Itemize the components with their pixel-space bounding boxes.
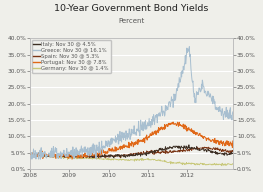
Text: Percent: Percent: [118, 18, 145, 24]
Text: 10-Year Government Bond Yields: 10-Year Government Bond Yields: [54, 4, 209, 13]
Legend: Italy: Nov 30 @ 4.5%, Greece: Nov 30 @ 16.1%, Spain: Nov 30 @ 5.3%, Portugal: No: Italy: Nov 30 @ 4.5%, Greece: Nov 30 @ 1…: [32, 40, 111, 73]
